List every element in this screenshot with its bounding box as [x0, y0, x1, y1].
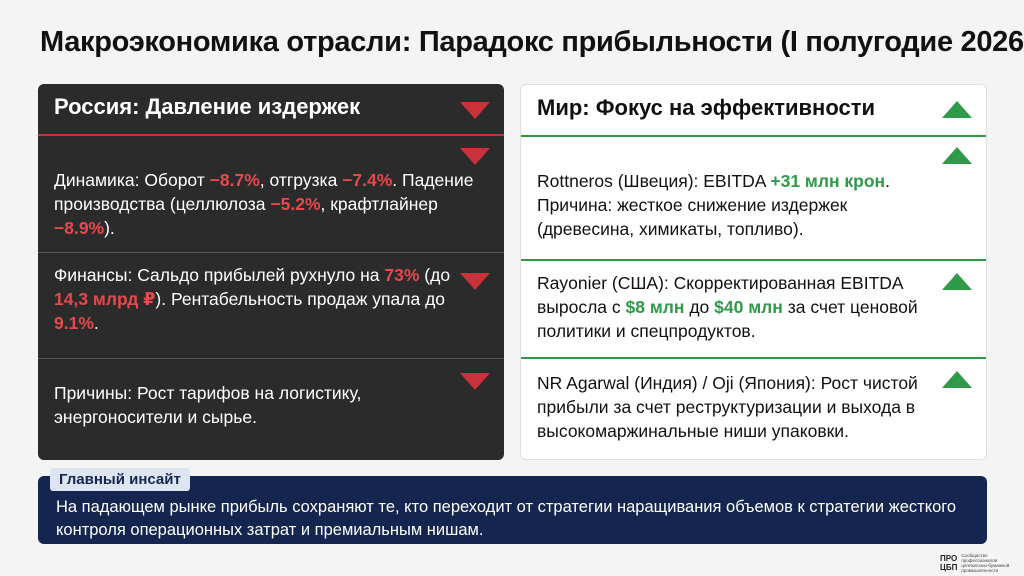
- russia-panel: Россия: Давление издержек Динамика: Обор…: [38, 84, 504, 460]
- world-panel-title: Мир: Фокус на эффективности: [537, 95, 876, 120]
- text: NR Agarwal (Индия) / Oji (Япония): Рост …: [537, 373, 918, 441]
- insight-label: Главный инсайт: [50, 468, 190, 491]
- value-turnover: −8.7%: [209, 170, 260, 190]
- russia-dynamics-section: Динамика: Оборот −8.7%, отгрузка −7.4%. …: [38, 148, 504, 252]
- text: . Падение производства (целлюлоза: [54, 170, 474, 214]
- triangle-up-icon: [942, 101, 972, 118]
- value-ebitda-from: $8 млн: [625, 297, 685, 317]
- world-rayonier-section: Rayonier (США): Скорректированная EBITDA…: [521, 259, 986, 355]
- text: Финансы: Сальдо прибылей рухнуло на: [54, 265, 385, 285]
- world-agarwal-oji-section: NR Agarwal (Индия) / Oji (Япония): Рост …: [521, 357, 986, 459]
- world-panel: Мир: Фокус на эффективности Rottneros (Ш…: [520, 84, 987, 460]
- text: ).: [104, 218, 115, 238]
- triangle-down-icon: [460, 102, 490, 119]
- text: Причины: Рост тарифов на логистику, энер…: [54, 383, 362, 427]
- triangle-up-icon: [942, 147, 972, 164]
- triangle-down-icon: [460, 273, 490, 290]
- logo-mark-top: ПРО: [940, 554, 958, 563]
- world-panel-header: Мир: Фокус на эффективности: [521, 85, 986, 137]
- world-rottneros-section: Rottneros (Швеция): EBITDA +31 млн крон.…: [521, 147, 986, 257]
- value-profit-amount: 14,3 млрд ₽: [54, 289, 156, 309]
- value-ebitda-to: $40 млн: [714, 297, 783, 317]
- value-kraftliner: −8.9%: [54, 218, 105, 238]
- triangle-down-icon: [460, 148, 490, 165]
- triangle-up-icon: [942, 371, 972, 388]
- text: до: [684, 297, 715, 317]
- logo: ПРО ЦБП Сообщество профессионалов целлюл…: [940, 553, 1009, 573]
- triangle-up-icon: [942, 273, 972, 290]
- logo-caption: Сообщество профессионалов целлюлозно-бум…: [961, 553, 1010, 573]
- text: .: [93, 313, 99, 333]
- text: (до: [419, 265, 451, 285]
- triangle-down-icon: [460, 373, 490, 390]
- russia-finance-section: Финансы: Сальдо прибылей рухнуло на 73% …: [38, 252, 504, 358]
- logo-mark: ПРО ЦБП: [940, 554, 957, 572]
- value-pulp: −5.2%: [270, 194, 321, 214]
- text: , отгрузка: [259, 170, 343, 190]
- main-insight-box: Главный инсайт На падающем рынке прибыль…: [38, 468, 987, 544]
- text: Rayonier (США): Скорректированная EBITDA…: [537, 273, 903, 317]
- insight-text: На падающем рынке прибыль сохраняют те, …: [56, 498, 957, 539]
- text: ). Рентабельность продаж упала до: [155, 289, 446, 309]
- text: Rottneros (Швеция): EBITDA: [537, 171, 771, 191]
- text: . Причина: жесткое снижение издержек (др…: [537, 171, 890, 239]
- value-profit-drop: 73%: [384, 265, 420, 285]
- text: за счет ценовой политики и спецпродуктов…: [537, 297, 918, 341]
- value-ebitda-rottneros: +31 млн крон: [770, 171, 886, 191]
- logo-mark-bottom: ЦБП: [940, 563, 958, 572]
- text: , крафтлайнер: [320, 194, 438, 214]
- text: Динамика: Оборот: [54, 170, 210, 190]
- russia-causes-section: Причины: Рост тарифов на логистику, энер…: [38, 358, 504, 460]
- value-shipment: −7.4%: [342, 170, 393, 190]
- page-title: Макроэкономика отрасли: Парадокс прибыль…: [40, 26, 1024, 58]
- russia-panel-title: Россия: Давление издержек: [54, 94, 361, 119]
- value-margin: 9.1%: [54, 313, 94, 333]
- russia-panel-header: Россия: Давление издержек: [38, 84, 504, 136]
